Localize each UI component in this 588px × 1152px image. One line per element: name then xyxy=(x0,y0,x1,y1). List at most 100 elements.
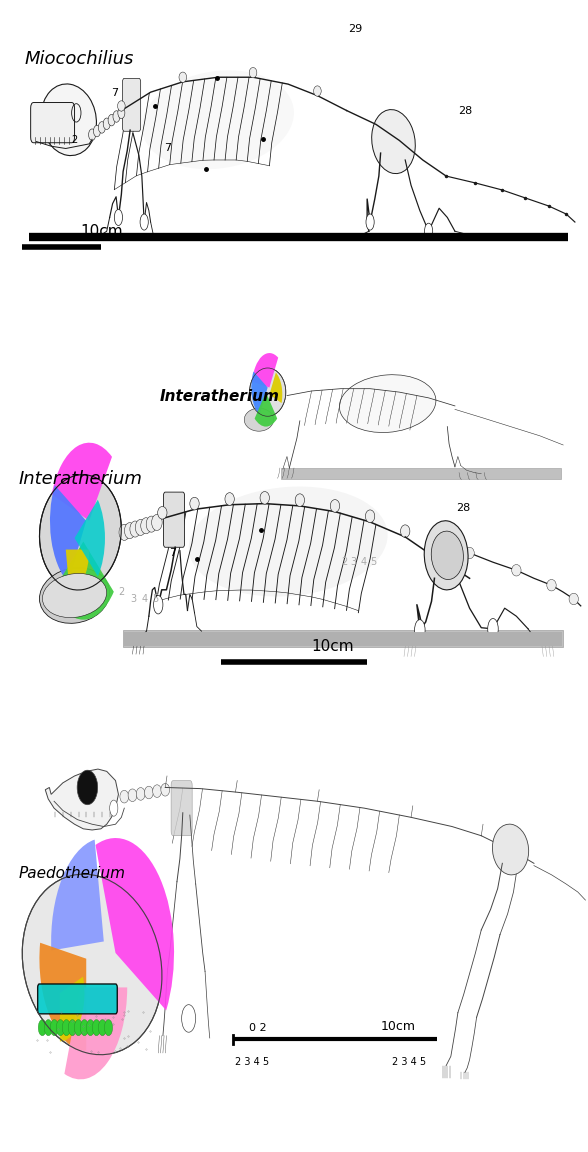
Ellipse shape xyxy=(108,114,115,126)
Circle shape xyxy=(74,1020,82,1036)
Wedge shape xyxy=(255,392,277,426)
Circle shape xyxy=(153,596,163,614)
Wedge shape xyxy=(53,541,114,620)
Text: 28: 28 xyxy=(456,502,470,513)
Wedge shape xyxy=(39,942,86,1051)
Ellipse shape xyxy=(313,86,321,97)
Circle shape xyxy=(105,1020,112,1036)
Ellipse shape xyxy=(130,521,141,537)
Circle shape xyxy=(425,223,433,240)
Ellipse shape xyxy=(146,516,157,532)
Ellipse shape xyxy=(225,493,234,506)
Ellipse shape xyxy=(22,874,162,1055)
Text: 2 3 4 5: 2 3 4 5 xyxy=(235,1056,270,1067)
Ellipse shape xyxy=(89,129,96,141)
Circle shape xyxy=(68,1020,76,1036)
Ellipse shape xyxy=(135,520,146,536)
Text: 29: 29 xyxy=(348,23,362,33)
Text: Miocochilius: Miocochilius xyxy=(25,50,134,68)
Wedge shape xyxy=(60,977,85,1041)
Circle shape xyxy=(487,619,498,639)
Ellipse shape xyxy=(136,788,145,801)
Text: Interatherium: Interatherium xyxy=(19,470,143,488)
Ellipse shape xyxy=(119,524,129,540)
Text: 7: 7 xyxy=(111,88,119,98)
Ellipse shape xyxy=(158,507,167,520)
Ellipse shape xyxy=(93,126,101,137)
Circle shape xyxy=(81,1020,89,1036)
Wedge shape xyxy=(95,838,174,1010)
Ellipse shape xyxy=(118,100,125,111)
Wedge shape xyxy=(75,500,105,576)
Ellipse shape xyxy=(372,109,415,174)
Text: 7: 7 xyxy=(169,547,176,558)
Text: 10cm: 10cm xyxy=(312,639,354,654)
Circle shape xyxy=(56,1020,65,1036)
Circle shape xyxy=(62,1020,71,1036)
Wedge shape xyxy=(66,550,89,594)
Ellipse shape xyxy=(161,783,170,796)
Wedge shape xyxy=(251,371,268,416)
Text: 3: 3 xyxy=(351,556,357,567)
Ellipse shape xyxy=(260,492,269,505)
Ellipse shape xyxy=(145,786,153,798)
Ellipse shape xyxy=(128,789,137,802)
Ellipse shape xyxy=(512,564,521,576)
Ellipse shape xyxy=(118,107,125,119)
Ellipse shape xyxy=(41,84,96,156)
Wedge shape xyxy=(252,353,278,387)
Ellipse shape xyxy=(339,374,436,432)
Text: Paedotherium: Paedotherium xyxy=(19,865,126,880)
Text: 2: 2 xyxy=(72,135,78,145)
Ellipse shape xyxy=(365,510,375,523)
Circle shape xyxy=(140,214,148,230)
Text: 4: 4 xyxy=(142,593,148,604)
Ellipse shape xyxy=(431,531,463,579)
Text: 2 3 4 5: 2 3 4 5 xyxy=(392,1056,426,1067)
Circle shape xyxy=(98,1020,106,1036)
FancyBboxPatch shape xyxy=(38,984,117,1014)
Ellipse shape xyxy=(120,790,129,803)
Ellipse shape xyxy=(153,785,162,797)
Text: 10cm: 10cm xyxy=(81,225,123,240)
Ellipse shape xyxy=(244,408,273,431)
Ellipse shape xyxy=(424,521,468,590)
Wedge shape xyxy=(269,372,282,403)
FancyBboxPatch shape xyxy=(122,78,141,131)
Wedge shape xyxy=(50,485,86,583)
FancyBboxPatch shape xyxy=(171,781,192,835)
Ellipse shape xyxy=(400,525,410,538)
Circle shape xyxy=(51,1020,58,1036)
Ellipse shape xyxy=(189,486,387,597)
Ellipse shape xyxy=(249,367,286,416)
Text: Interatherium: Interatherium xyxy=(159,388,279,403)
Text: 5: 5 xyxy=(370,556,377,567)
Text: 7: 7 xyxy=(164,143,171,153)
Circle shape xyxy=(92,1020,101,1036)
Ellipse shape xyxy=(39,475,121,590)
FancyBboxPatch shape xyxy=(31,103,75,143)
Circle shape xyxy=(182,1005,196,1032)
Text: 5: 5 xyxy=(152,593,158,604)
Ellipse shape xyxy=(569,593,579,605)
Wedge shape xyxy=(64,987,127,1079)
Ellipse shape xyxy=(77,771,98,805)
FancyBboxPatch shape xyxy=(123,630,563,647)
Text: 0 2: 0 2 xyxy=(249,1023,266,1033)
Ellipse shape xyxy=(152,515,162,531)
Ellipse shape xyxy=(179,73,186,83)
Text: 3: 3 xyxy=(131,593,137,604)
Wedge shape xyxy=(52,442,112,521)
Ellipse shape xyxy=(103,118,110,129)
Ellipse shape xyxy=(465,547,475,559)
Circle shape xyxy=(109,801,118,816)
Ellipse shape xyxy=(98,122,105,134)
Ellipse shape xyxy=(113,111,120,122)
Ellipse shape xyxy=(39,568,109,623)
Ellipse shape xyxy=(330,500,340,513)
Ellipse shape xyxy=(547,579,556,591)
FancyBboxPatch shape xyxy=(163,492,185,547)
Text: 2: 2 xyxy=(341,556,347,567)
Wedge shape xyxy=(51,840,104,950)
Ellipse shape xyxy=(142,70,294,169)
